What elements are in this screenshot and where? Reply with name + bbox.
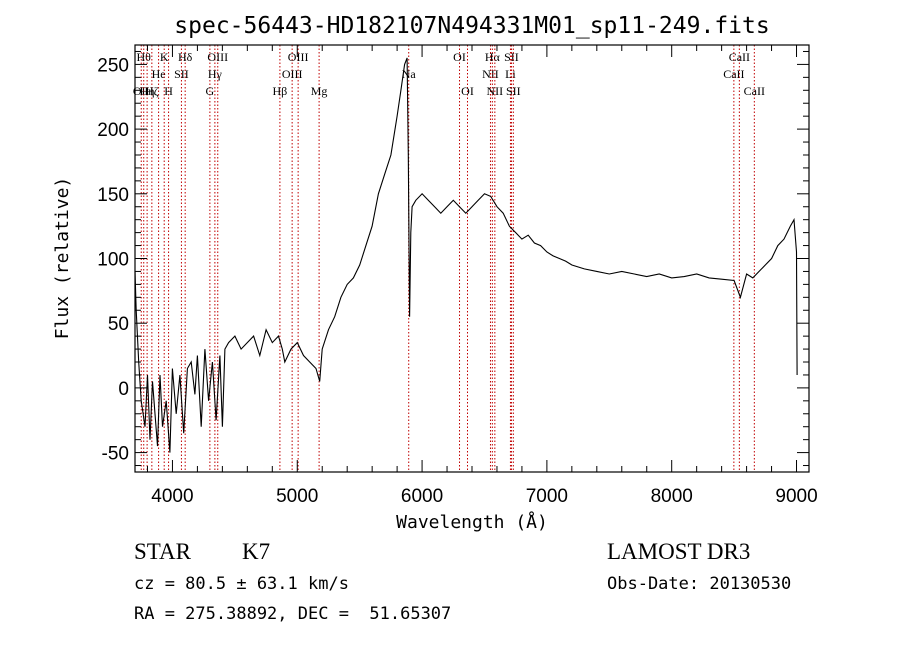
- y-tick-label-4: 150: [97, 185, 129, 206]
- marker-label-19: NII: [482, 67, 499, 81]
- x-axis-title: Wavelength (Å): [396, 511, 548, 533]
- x-tick-label-2: 6000: [401, 486, 443, 507]
- marker-label-25: CaII: [723, 67, 744, 81]
- marker-label-18: OI: [461, 84, 474, 98]
- x-tick-label-0: 4000: [151, 486, 193, 507]
- y-tick-label-1: 0: [118, 379, 129, 400]
- marker-label-7: SII: [174, 67, 189, 81]
- marker-label-9: G: [206, 84, 215, 98]
- marker-label-0: OII: [133, 84, 150, 98]
- x-tick-label-1: 5000: [276, 486, 318, 507]
- marker-label-16: Na: [402, 67, 417, 81]
- marker-label-13: OIII: [282, 67, 303, 81]
- marker-label-17: OI: [453, 50, 466, 64]
- x-tick-label-5: 9000: [775, 486, 817, 507]
- object-class: STAR: [134, 539, 191, 564]
- marker-label-20: Hα: [485, 50, 501, 64]
- y-tick-label-0: -50: [102, 444, 129, 465]
- marker-label-15: Mg: [311, 84, 328, 98]
- marker-label-8: Hδ: [178, 50, 193, 64]
- observation-date: Obs-Date: 20130530: [607, 574, 792, 594]
- y-tick-label-6: 250: [97, 55, 129, 76]
- redshift-cz: cz = 80.5 ± 63.1 km/s: [134, 574, 349, 594]
- y-axis: -50 0 50 100 150 200 250: [97, 50, 809, 467]
- marker-label-11: OIII: [207, 50, 228, 64]
- chart-title: spec-56443-HD182107N494331M01_sp11-249.f…: [174, 13, 769, 39]
- object-subclass: K7: [242, 539, 271, 564]
- y-tick-label-3: 100: [97, 250, 129, 271]
- ra-dec: RA = 275.38892, DEC = 51.65307: [134, 604, 452, 624]
- y-axis-title: Flux (relative): [52, 177, 73, 340]
- marker-label-26: CaII: [729, 50, 750, 64]
- marker-label-6: H: [164, 84, 173, 98]
- marker-label-12: Hβ: [273, 84, 288, 98]
- x-tick-label-4: 8000: [651, 486, 693, 507]
- marker-label-27: CaII: [744, 84, 765, 98]
- marker-label-14: OIII: [288, 50, 309, 64]
- marker-label-5: K: [160, 50, 169, 64]
- marker-label-21: NII: [487, 84, 504, 98]
- y-tick-label-5: 200: [97, 120, 129, 141]
- marker-label-4: He: [152, 67, 166, 81]
- marker-label-3: Hζ: [145, 84, 159, 98]
- marker-label-10: Hγ: [208, 67, 223, 81]
- spectrum-series-line: [134, 57, 798, 453]
- marker-label-23: SII: [504, 50, 519, 64]
- y-tick-label-2: 50: [108, 314, 129, 335]
- marker-label-1: Hθ: [137, 50, 152, 64]
- spectral-line-markers: OIIHθHηHζHeKHSIIHδGHγOIIIHβOIIIOIIIMgNaO…: [133, 45, 765, 472]
- survey-name: LAMOST DR3: [607, 539, 751, 564]
- plot-frame: [134, 44, 810, 473]
- marker-label-24: SII: [506, 84, 521, 98]
- x-axis: 4000 5000 6000 7000 8000 9000: [146, 45, 818, 507]
- x-tick-label-3: 7000: [526, 486, 568, 507]
- marker-label-2: Hη: [140, 84, 155, 98]
- marker-label-22: Li: [505, 67, 516, 81]
